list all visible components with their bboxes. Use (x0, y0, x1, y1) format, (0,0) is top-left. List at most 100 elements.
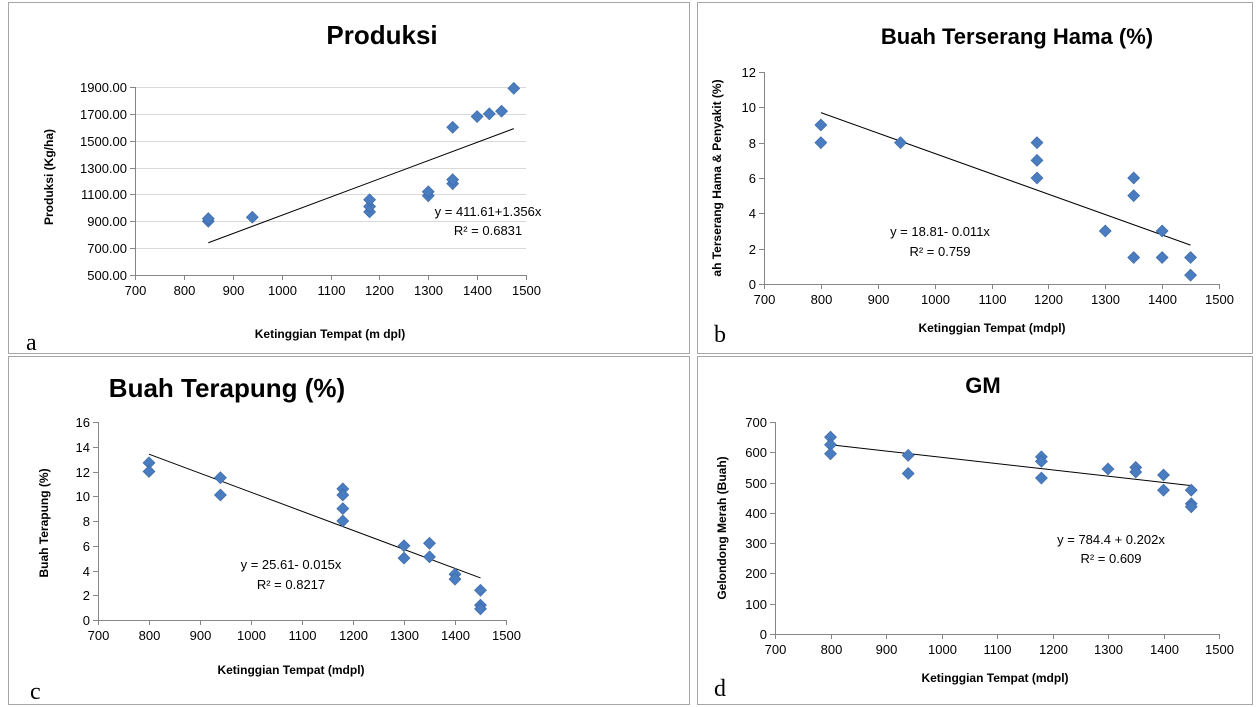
data-point (474, 602, 487, 616)
data-point (894, 136, 907, 150)
x-tick-label: 1200 (1039, 642, 1068, 657)
data-point (1184, 483, 1198, 497)
data-point (470, 110, 484, 123)
x-tick-label: 1100 (318, 283, 346, 298)
y-tick-label: 900.00 (87, 214, 127, 229)
data-point (1155, 224, 1169, 238)
chart-frame (697, 356, 1253, 705)
data-point (245, 210, 259, 224)
x-tick-label: 900 (868, 292, 890, 307)
chart-frame (697, 2, 1253, 354)
x-tick-label: 1500 (1205, 292, 1234, 307)
data-point (423, 536, 436, 550)
chart-panel-a: 700 800 900 1000 1100 1200 1300 1400 1500 500.00 7… (8, 2, 690, 356)
r-squared-label: R² = 0.759 (909, 244, 970, 259)
data-point (482, 107, 496, 121)
x-axis-label: Ketinggian Tempat (mdpl) (921, 671, 1068, 685)
x-tick-label: 1000 (237, 628, 266, 643)
data-point (421, 185, 435, 199)
data-point (1157, 468, 1170, 482)
y-tick-label: 700.00 (87, 241, 127, 256)
data-point (142, 465, 156, 478)
data-point (363, 193, 377, 207)
data-point (397, 539, 411, 553)
panel-letter: a (26, 330, 37, 356)
trendline-equation: y = 18.81- 0.011x (890, 224, 990, 239)
data-point (1101, 462, 1115, 476)
data-point (495, 104, 508, 118)
x-tick-label: 1500 (1205, 642, 1234, 657)
x-tick-label: 1300 (1094, 642, 1123, 657)
y-axis-label: Gelondong Merah (Buah) (715, 456, 729, 599)
data-point (1157, 483, 1170, 497)
x-tick-label: 1400 (463, 283, 492, 298)
y-tick-label: 2 (749, 242, 756, 257)
data-point (201, 212, 215, 226)
data-point (336, 514, 350, 528)
y-tick-label: 0 (760, 627, 767, 642)
y-tick-label: 0 (83, 613, 90, 628)
x-tick-label: 1100 (984, 642, 1012, 657)
data-point (1030, 171, 1044, 185)
data-point (1030, 153, 1044, 167)
y-tick-label: 10 (742, 100, 756, 115)
y-tick-label: 4 (83, 564, 90, 579)
x-tick-label: 1300 (414, 283, 443, 298)
data-point (474, 583, 487, 597)
trendline (830, 444, 1192, 487)
x-tick-label: 800 (174, 283, 196, 298)
chart-frame (8, 2, 690, 354)
y-tick-label: 0 (749, 277, 756, 292)
data-point (363, 200, 377, 213)
data-point (1034, 471, 1048, 485)
x-tick-label: 1500 (512, 283, 541, 298)
data-point (397, 551, 411, 565)
data-point (446, 173, 460, 187)
y-tick-label: 6 (749, 171, 756, 186)
y-tick-label: 1300.00 (80, 161, 127, 176)
x-tick-label: 700 (125, 283, 147, 298)
y-tick-label: 100 (745, 597, 767, 612)
y-tick-label: 16 (76, 415, 90, 430)
panel-letter: b (714, 322, 726, 348)
y-tick-label: 14 (76, 440, 90, 455)
x-tick-label: 800 (821, 642, 843, 657)
data-point (1129, 465, 1143, 479)
data-point (814, 136, 828, 150)
x-tick-label: 700 (765, 642, 787, 657)
data-point (1184, 251, 1197, 264)
y-tick-label: 8 (83, 514, 90, 529)
data-point (336, 502, 350, 516)
chart-panel-b: 700 800 900 1000 1100 1200 1300 1400 1500 0 2 4 6 8 10… (697, 2, 1253, 354)
y-tick-label: 2 (83, 588, 90, 603)
data-point (507, 81, 521, 95)
y-axis-label: ah Terserang Hama & Penyakit (%) (710, 79, 724, 276)
data-point (824, 447, 837, 461)
x-tick-label: 1200 (339, 628, 368, 643)
y-axis-label: Buah Terapung (%) (37, 468, 51, 577)
x-tick-label: 800 (811, 292, 833, 307)
trendline-equation: y = 784.4 + 0.202x (1057, 532, 1165, 547)
data-point (814, 118, 828, 132)
chart-title: Produksi (326, 20, 437, 50)
data-point (1184, 268, 1197, 282)
data-point (1184, 500, 1198, 514)
data-point (448, 572, 462, 586)
x-tick-label: 1400 (1150, 642, 1179, 657)
x-axis-label: Ketinggian Tempat (mdpl) (217, 663, 364, 677)
x-tick-label: 700 (88, 628, 110, 643)
chart-frame (8, 356, 690, 705)
x-tick-label: 900 (223, 283, 245, 298)
panel-letter: c (30, 679, 41, 705)
y-tick-label: 600 (745, 445, 767, 460)
x-tick-label: 1300 (1091, 292, 1120, 307)
chart-title: GM (965, 373, 1000, 398)
data-point (446, 120, 460, 134)
chart-title: Buah Terapung (%) (109, 373, 345, 403)
chart-panel-d: 700 800 900 1000 1100 1200 1300 1400 1500 0 100 200… (697, 356, 1253, 705)
x-tick-label: 900 (876, 642, 898, 657)
data-point (901, 448, 915, 462)
chart-buah-terserang-hama: 700 800 900 1000 1100 1200 1300 1400 1500 0 2 4 6 8 10… (697, 2, 1253, 354)
y-tick-label: 500 (745, 476, 767, 491)
x-tick-label: 1000 (268, 283, 297, 298)
